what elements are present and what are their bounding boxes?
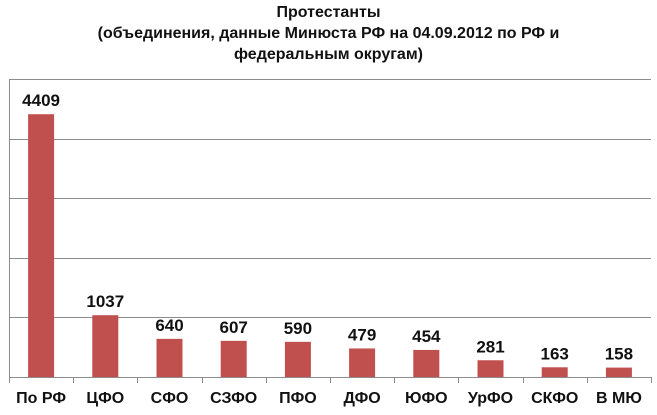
data-label: 1037 bbox=[86, 292, 124, 311]
bar bbox=[413, 349, 440, 377]
bar bbox=[349, 348, 376, 377]
x-tick-label: УрФО bbox=[468, 390, 513, 407]
data-label: 454 bbox=[412, 327, 441, 346]
data-label: 158 bbox=[605, 345, 633, 364]
x-tick-label: СКФО bbox=[531, 390, 578, 407]
x-tick-label: В МЮ bbox=[596, 390, 642, 407]
data-label: 4409 bbox=[22, 91, 60, 110]
chart-title-line-3: федеральным округам) bbox=[234, 46, 423, 63]
data-label: 163 bbox=[541, 344, 569, 363]
chart-title-line-2: (объединения, данные Минюста РФ на 04.09… bbox=[97, 25, 560, 42]
x-tick-label: ПФО bbox=[279, 390, 317, 407]
chart-title: Протестанты (объединения, данные Минюста… bbox=[0, 2, 657, 65]
x-tick-label: СФО bbox=[151, 390, 189, 407]
x-tick-label: ЮФО bbox=[405, 390, 448, 407]
x-tick-label: ЦФО bbox=[86, 390, 124, 407]
x-tick-label: СЗФО bbox=[210, 390, 257, 407]
data-label: 607 bbox=[220, 318, 248, 337]
chart-title-line-1: Протестанты bbox=[276, 4, 381, 21]
bar bbox=[605, 367, 632, 377]
x-tick-label: ДФО bbox=[343, 390, 380, 407]
x-tick-label: По РФ bbox=[16, 390, 66, 407]
data-label: 640 bbox=[155, 316, 183, 335]
bar bbox=[284, 341, 311, 377]
bar bbox=[477, 360, 504, 377]
data-label: 281 bbox=[476, 337, 504, 356]
data-label: 590 bbox=[284, 319, 312, 338]
bar bbox=[28, 114, 55, 377]
bar bbox=[92, 315, 119, 377]
bar bbox=[541, 367, 568, 377]
data-label: 479 bbox=[348, 325, 376, 344]
bar bbox=[220, 340, 247, 377]
bar bbox=[156, 338, 183, 377]
